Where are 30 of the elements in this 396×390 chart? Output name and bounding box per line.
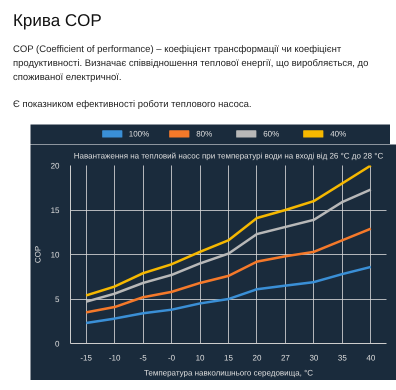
- text: COP (Coefficient of performance) – коефіцієнт трансформації чи коефіцієнт продуктивності. Визначає співвідношення теплової енергії, що виробляється, до споживаної електричної.: [13, 43, 370, 86]
- y-tick-label: 5: [55, 294, 60, 304]
- y-axis-title: COP: [34, 245, 43, 263]
- x-tick-label: -10: [108, 353, 121, 362]
- x-tick-label: 20: [252, 353, 262, 362]
- x-tick-label: 15: [224, 353, 234, 362]
- x-tick-label: 35: [338, 353, 348, 362]
- x-tick-label: 27: [280, 353, 290, 362]
- y-tick-label: 15: [50, 206, 60, 215]
- y-tick-label: 10: [50, 250, 60, 260]
- legend-label: 80%: [196, 129, 214, 138]
- x-tick-label: -0: [168, 353, 176, 362]
- x-tick-label: -15: [80, 353, 92, 362]
- line-series: [84, 188, 372, 302]
- x-tick-label: -5: [140, 353, 148, 362]
- y-tick-label: 20: [50, 161, 60, 170]
- legend-label: 60%: [263, 129, 280, 138]
- legend-label: 40%: [330, 129, 348, 138]
- y-tick-label: 0: [55, 339, 60, 348]
- x-tick-label: 10: [196, 353, 206, 362]
- text: Є показником ефективності роботи теплового насоса.: [13, 98, 253, 112]
- x-tick-label: 40: [366, 353, 376, 362]
- x-axis-title: Температура навколишнього середовища, °C: [144, 368, 314, 378]
- legend-label: 100%: [128, 129, 150, 138]
- chart-title: Крива COP: [13, 10, 102, 32]
- line-series: [84, 165, 372, 296]
- chart-subtitle: Навантаження на тепловий насос при температурі води на вході від 26 °C до 28 °C: [74, 151, 384, 160]
- line-series: [84, 227, 372, 314]
- line-series: [84, 265, 372, 324]
- x-tick-label: 30: [309, 353, 319, 362]
